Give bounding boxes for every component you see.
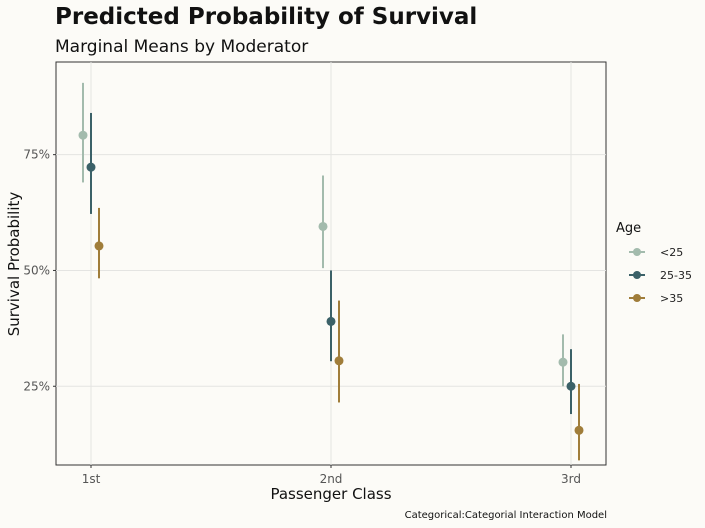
data-point xyxy=(86,162,96,172)
legend-title: Age xyxy=(616,221,641,236)
y-tick-label: 75% xyxy=(23,148,50,162)
data-point xyxy=(326,316,336,326)
series-3 xyxy=(94,207,584,461)
axes: 25% 50% 75% 1st 2nd 3rd xyxy=(23,148,581,486)
series-1 xyxy=(78,82,568,387)
legend-items: <25 25-35 >35 xyxy=(629,246,692,305)
series-2 xyxy=(86,112,576,415)
data-point xyxy=(566,381,576,391)
legend-key-point xyxy=(633,294,641,302)
x-tick-label: 3rd xyxy=(561,472,581,486)
y-tick-label: 25% xyxy=(23,379,50,393)
y-axis-title: Survival Probability xyxy=(5,192,23,337)
data-point xyxy=(574,425,584,435)
x-tick-label: 2nd xyxy=(320,472,343,486)
legend-item: <25 xyxy=(629,246,683,259)
data-point xyxy=(558,357,568,367)
legend-label: 25-35 xyxy=(660,269,692,282)
data-point xyxy=(94,241,104,251)
legend-key-point xyxy=(633,248,641,256)
x-tick-label: 1st xyxy=(82,472,101,486)
chart-title: Predicted Probability of Survival xyxy=(55,4,477,30)
legend-key-point xyxy=(633,271,641,279)
legend-label: <25 xyxy=(660,246,683,259)
data-point xyxy=(78,130,88,140)
chart-subtitle: Marginal Means by Moderator xyxy=(55,37,308,57)
x-axis-title: Passenger Class xyxy=(270,485,391,503)
legend-item: 25-35 xyxy=(629,269,692,282)
legend-item: >35 xyxy=(629,292,683,305)
chart-caption: Categorical:Categorial Interaction Model xyxy=(405,510,607,521)
legend-label: >35 xyxy=(660,292,683,305)
data-series xyxy=(78,82,584,461)
data-point xyxy=(318,221,328,231)
data-point xyxy=(334,356,344,366)
y-tick-label: 50% xyxy=(23,263,50,277)
legend: Age <25 25-35 >35 xyxy=(616,221,692,305)
